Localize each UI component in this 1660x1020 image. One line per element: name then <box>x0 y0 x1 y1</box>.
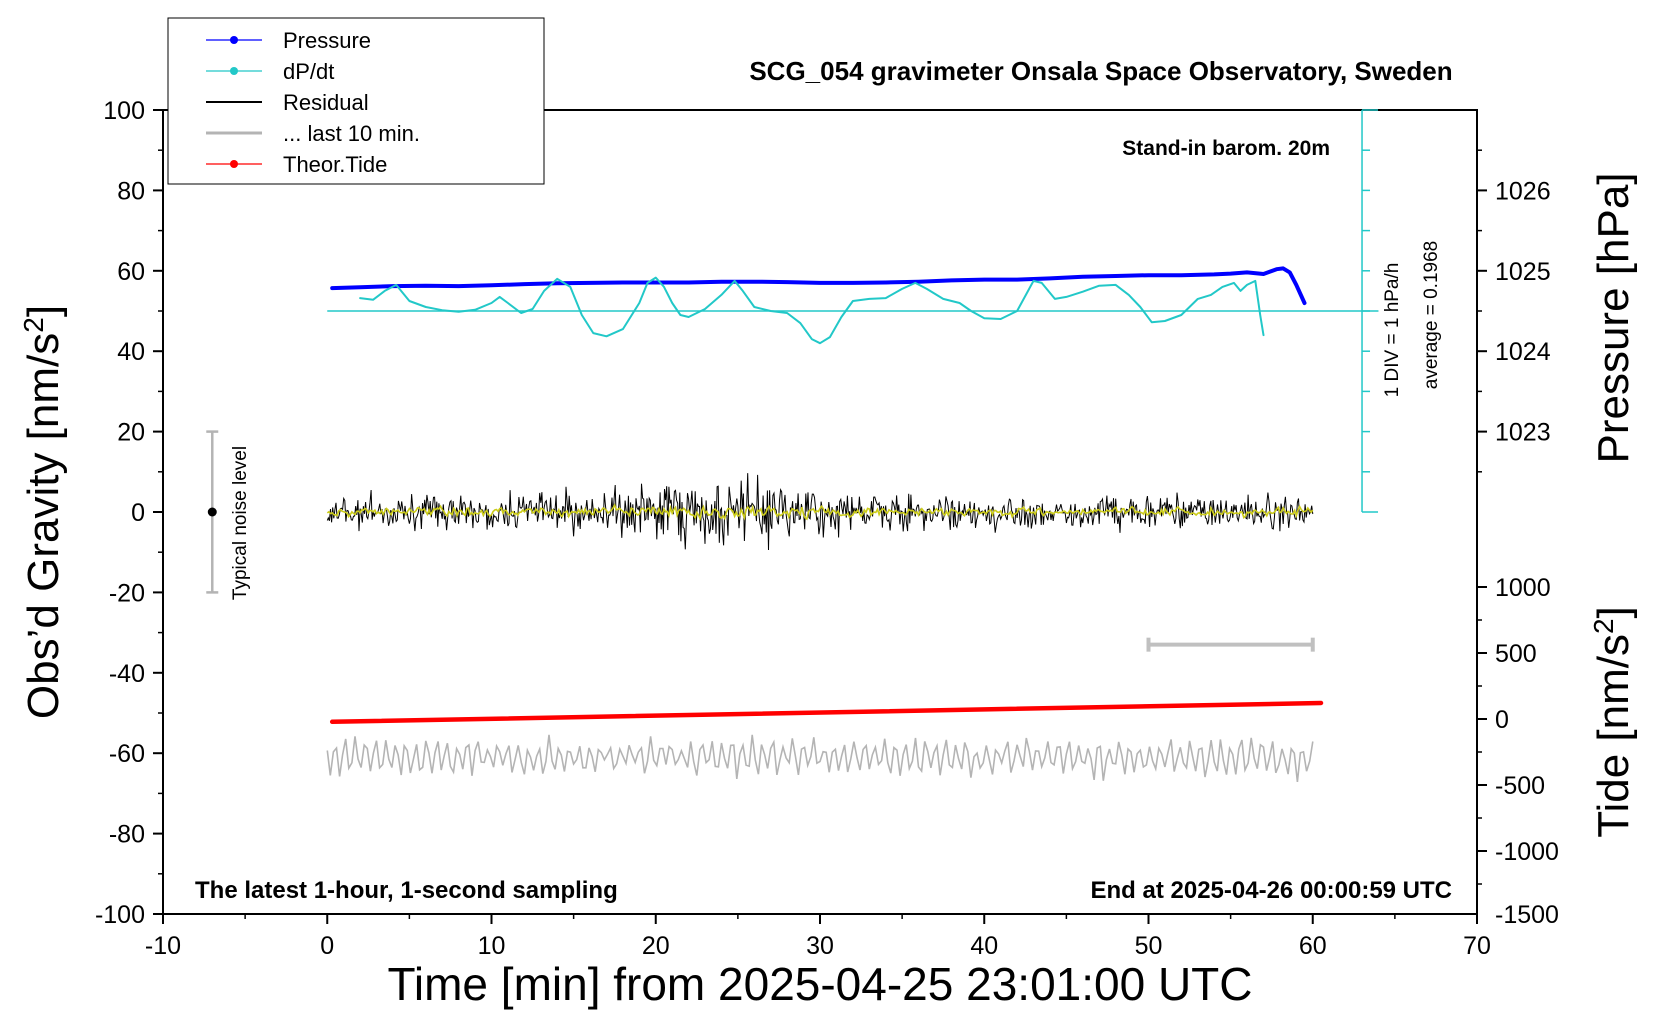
tide-axis-ticks: 1000 500 0 -500 -1000 -1500 <box>1477 574 1559 929</box>
dpdt-scale <box>327 109 1379 513</box>
tide-axis-label: Tide [nm/s2] <box>1588 606 1639 838</box>
extras-layer <box>206 430 1315 652</box>
residual-series-line <box>326 473 1314 551</box>
legend-label-theor-tide: Theor.Tide <box>283 152 387 177</box>
y-left-axis-ticks: 100 80 60 40 20 0 -20 -40 -60 -80 -100 <box>95 97 163 929</box>
legend-marker-theor-tide <box>230 160 238 168</box>
legend-marker-pressure <box>230 36 238 44</box>
dpdt-scale-note: 1 DIV = 1 hPa/h <box>1382 263 1403 398</box>
pressure-tick-label: 1025 <box>1495 258 1551 286</box>
pressure-axis-label: Pressure [hPa] <box>1589 172 1638 463</box>
pressure-tick-label: 1026 <box>1495 177 1551 205</box>
y-tick-label: -100 <box>95 901 145 929</box>
noise-level-label: Typical noise level <box>230 446 251 600</box>
legend-label-last-10-min: ... last 10 min. <box>283 121 420 146</box>
tide-tick-label: 500 <box>1495 640 1537 668</box>
x-tick-label: 60 <box>1299 932 1327 960</box>
legend: Pressure dP/dt Residual ... last 10 min. The… <box>167 17 545 185</box>
pressure-tick-label: 1024 <box>1495 338 1551 366</box>
x-tick-label: 30 <box>806 932 834 960</box>
x-axis-label: Time [min] from 2025-04-25 23:01:00 UTC <box>388 958 1253 1010</box>
x-tick-label: 10 <box>478 932 506 960</box>
dp-dt-series-line <box>359 276 1265 345</box>
y-tick-label: 20 <box>117 419 145 447</box>
residual-smoothed-line <box>326 503 1314 522</box>
legend-label-pressure: Pressure <box>283 28 371 53</box>
y-tick-label: 0 <box>131 499 145 527</box>
chart-title: SCG_054 gravimeter Onsala Space Observat… <box>749 56 1452 86</box>
last-10-min-series-line <box>326 734 1314 782</box>
tide-tick-label: 1000 <box>1495 574 1551 602</box>
x-tick-label: 70 <box>1463 932 1491 960</box>
y-tick-label: 40 <box>117 338 145 366</box>
theor-tide-series-line <box>329 700 1324 725</box>
x-axis-ticks: -10 0 10 20 30 40 50 60 70 <box>145 914 1491 960</box>
pressure-tick-label: 1023 <box>1495 419 1551 447</box>
series-layer <box>329 266 1324 725</box>
pressure-series-line <box>330 266 1307 305</box>
y-tick-label: 60 <box>117 258 145 286</box>
footer-left-note: The latest 1-hour, 1-second sampling <box>195 877 618 904</box>
y-tick-label: -80 <box>109 821 145 849</box>
y-tick-label: -60 <box>109 740 145 768</box>
dpdt-average-note: average = 0.1968 <box>1421 241 1442 389</box>
y-tick-label: -20 <box>109 579 145 607</box>
x-tick-label: 20 <box>642 932 670 960</box>
y-tick-label: -40 <box>109 660 145 688</box>
x-tick-label: 0 <box>320 932 334 960</box>
x-tick-label: 40 <box>970 932 998 960</box>
legend-label-residual: Residual <box>283 90 369 115</box>
legend-label-dp-dt: dP/dt <box>283 59 334 84</box>
y-tick-label: 80 <box>117 177 145 205</box>
legend-marker-dp-dt <box>230 67 238 75</box>
barometer-note: Stand-in barom. 20m <box>1122 137 1330 160</box>
tide-tick-label: -1500 <box>1495 901 1559 929</box>
noise-level-marker <box>207 507 217 517</box>
y-tick-label: 100 <box>103 97 145 125</box>
tide-tick-label: -1000 <box>1495 838 1559 866</box>
pressure-axis-ticks: 1026 1025 1024 1023 <box>1477 149 1551 473</box>
residual-layer <box>326 473 1314 782</box>
tide-tick-label: 0 <box>1495 706 1509 734</box>
tide-tick-label: -500 <box>1495 772 1545 800</box>
footer-right-note: End at 2025-04-26 00:00:59 UTC <box>1091 877 1453 904</box>
x-tick-label: -10 <box>145 932 181 960</box>
y-left-axis-label: Obs’d Gravity [nm/s2] <box>18 305 69 719</box>
x-tick-label: 50 <box>1135 932 1163 960</box>
